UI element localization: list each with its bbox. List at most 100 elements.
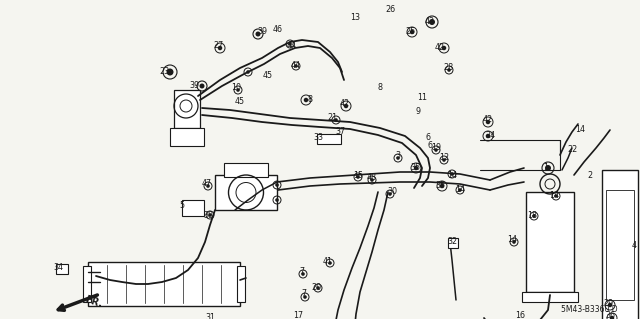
Circle shape	[545, 165, 551, 171]
Circle shape	[334, 118, 338, 122]
Text: 6: 6	[428, 140, 433, 150]
Text: 44: 44	[291, 61, 301, 70]
Text: 38: 38	[203, 211, 213, 219]
Bar	[170, 128, 204, 146]
Text: 39: 39	[189, 80, 199, 90]
Text: 9: 9	[415, 108, 420, 116]
Text: 21: 21	[327, 114, 337, 122]
Text: 6: 6	[426, 133, 431, 143]
Text: 35: 35	[410, 164, 420, 173]
Text: 12: 12	[439, 153, 449, 162]
Text: 22: 22	[567, 145, 577, 154]
Circle shape	[458, 188, 462, 192]
Bar	[215, 175, 277, 210]
Circle shape	[356, 175, 360, 179]
Text: 26: 26	[385, 5, 395, 14]
Text: 45: 45	[235, 98, 245, 107]
Text: 32: 32	[447, 238, 457, 247]
Text: 5: 5	[179, 201, 184, 210]
Bar	[224, 163, 268, 177]
Circle shape	[608, 303, 612, 307]
Bar	[174, 90, 200, 128]
Text: 37: 37	[335, 128, 345, 137]
Circle shape	[388, 192, 392, 196]
Bar	[522, 292, 578, 302]
Text: 14: 14	[575, 125, 585, 135]
Text: 18: 18	[527, 211, 537, 219]
Text: 11: 11	[417, 93, 427, 102]
Circle shape	[200, 84, 205, 88]
Circle shape	[344, 104, 348, 108]
Circle shape	[303, 295, 307, 299]
Circle shape	[304, 98, 308, 102]
Text: 14: 14	[455, 186, 465, 195]
Text: 5M43-B3360 D: 5M43-B3360 D	[561, 306, 618, 315]
Text: 2: 2	[588, 172, 593, 181]
Circle shape	[413, 166, 419, 170]
Circle shape	[328, 261, 332, 265]
Bar	[83, 266, 91, 302]
Text: 19: 19	[431, 144, 441, 152]
Circle shape	[236, 88, 240, 92]
Circle shape	[532, 214, 536, 218]
Text: 42: 42	[435, 43, 445, 53]
Circle shape	[450, 172, 454, 176]
Text: 15: 15	[353, 170, 363, 180]
Text: 17: 17	[293, 310, 303, 319]
Circle shape	[218, 46, 222, 50]
Circle shape	[316, 286, 320, 290]
Text: 7: 7	[301, 290, 307, 299]
Text: 42: 42	[340, 100, 350, 108]
Text: 10: 10	[231, 84, 241, 93]
Circle shape	[610, 316, 614, 319]
Circle shape	[208, 213, 212, 217]
Text: 8: 8	[307, 95, 312, 105]
Circle shape	[410, 30, 414, 34]
Circle shape	[301, 272, 305, 276]
Bar	[182, 200, 204, 216]
Bar	[526, 192, 574, 292]
Text: 1: 1	[543, 164, 548, 173]
Text: 35: 35	[435, 181, 445, 189]
Circle shape	[442, 158, 446, 162]
Text: 48: 48	[367, 174, 377, 182]
Text: 7: 7	[300, 268, 305, 277]
Bar	[602, 170, 638, 319]
Circle shape	[486, 134, 490, 138]
Circle shape	[246, 70, 250, 74]
Text: 27: 27	[213, 41, 223, 49]
Text: 13: 13	[350, 13, 360, 23]
Text: 34: 34	[53, 263, 63, 272]
Text: 14: 14	[507, 235, 517, 244]
Text: 20: 20	[311, 284, 321, 293]
Circle shape	[288, 42, 292, 46]
Text: 39: 39	[257, 27, 267, 36]
Text: 16: 16	[515, 310, 525, 319]
Circle shape	[294, 64, 298, 68]
Circle shape	[206, 184, 210, 188]
Bar	[606, 190, 634, 300]
Text: 41: 41	[323, 257, 333, 266]
Text: 4: 4	[632, 241, 637, 249]
Bar	[237, 266, 245, 302]
Circle shape	[447, 68, 451, 72]
Text: 25: 25	[405, 27, 415, 36]
Bar	[448, 238, 458, 248]
Text: 42: 42	[483, 115, 493, 124]
Text: 3: 3	[396, 152, 401, 160]
Bar	[317, 134, 341, 144]
Bar	[56, 264, 68, 274]
Circle shape	[442, 46, 446, 50]
Circle shape	[512, 240, 516, 244]
Circle shape	[166, 69, 173, 76]
Text: FR.: FR.	[84, 294, 104, 309]
Text: 28: 28	[443, 63, 453, 72]
Bar	[88, 262, 240, 306]
Circle shape	[429, 19, 435, 25]
Text: 14: 14	[549, 190, 559, 199]
Text: 31: 31	[205, 314, 215, 319]
Text: 33: 33	[313, 133, 323, 143]
Text: 23: 23	[159, 68, 169, 77]
Text: 29: 29	[603, 300, 613, 308]
Circle shape	[396, 156, 400, 160]
